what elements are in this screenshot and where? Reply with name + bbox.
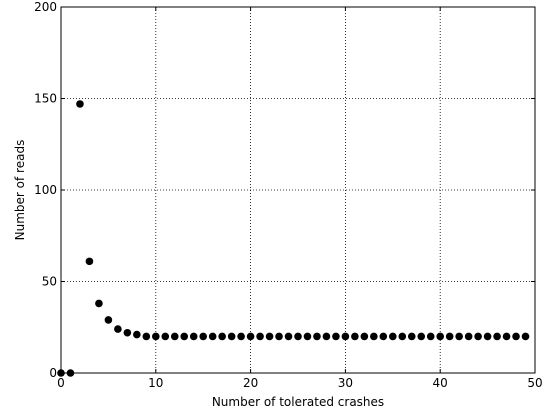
data-point xyxy=(389,332,397,341)
data-point xyxy=(275,332,283,341)
data-point xyxy=(114,325,122,333)
data-point xyxy=(407,332,416,341)
data-point xyxy=(483,332,492,341)
data-point xyxy=(152,332,160,341)
data-point xyxy=(502,332,511,341)
data-point xyxy=(303,332,312,341)
data-point xyxy=(180,332,189,341)
y-axis-label: Number of reads xyxy=(13,140,27,241)
data-point xyxy=(85,257,94,266)
data-point xyxy=(123,328,132,337)
data-point xyxy=(322,332,331,341)
data-point xyxy=(199,332,207,341)
y-tick-label: 150 xyxy=(34,92,57,106)
y-tick-label: 50 xyxy=(42,275,57,289)
data-point xyxy=(76,100,84,108)
data-point xyxy=(521,332,530,341)
data-point xyxy=(360,332,369,341)
data-point xyxy=(512,332,520,341)
data-point xyxy=(208,332,217,341)
data-point xyxy=(426,332,435,341)
data-point xyxy=(455,332,463,341)
data-point xyxy=(284,332,293,341)
data-point xyxy=(341,332,350,341)
data-point xyxy=(104,316,113,324)
y-tick-labels: 0 50 100 150 200 xyxy=(34,0,57,380)
data-point xyxy=(417,332,426,341)
y-tick-label: 0 xyxy=(49,366,57,380)
data-point xyxy=(218,332,226,341)
data-point xyxy=(265,332,274,341)
data-point xyxy=(246,332,255,341)
data-point xyxy=(493,332,501,341)
data-point xyxy=(313,332,321,341)
data-point xyxy=(332,332,340,341)
x-tick-labels: 0 10 20 30 40 50 xyxy=(57,376,542,390)
x-axis-label: Number of tolerated crashes xyxy=(212,395,384,409)
x-tick-label: 40 xyxy=(433,376,448,390)
x-tick-label: 50 xyxy=(527,376,542,390)
data-point xyxy=(161,332,170,341)
data-point xyxy=(142,332,151,341)
y-tick-label: 100 xyxy=(34,183,57,197)
data-point xyxy=(474,332,482,341)
x-tick-label: 30 xyxy=(338,376,353,390)
data-point xyxy=(370,332,378,341)
x-tick-label: 20 xyxy=(243,376,258,390)
data-point xyxy=(237,332,245,341)
data-point xyxy=(294,332,302,341)
data-point xyxy=(351,332,359,341)
data-point xyxy=(445,332,454,341)
data-point xyxy=(379,332,388,341)
data-points xyxy=(57,100,530,377)
data-point xyxy=(133,330,141,339)
tick-marks xyxy=(60,6,536,374)
data-point xyxy=(170,332,179,341)
grid-layer xyxy=(61,7,535,373)
data-point xyxy=(256,332,264,341)
data-point xyxy=(436,332,445,341)
y-tick-label: 200 xyxy=(34,0,57,14)
x-tick-label: 10 xyxy=(148,376,163,390)
x-tick-label: 0 xyxy=(57,376,65,390)
data-point xyxy=(227,332,236,341)
data-point xyxy=(189,332,198,341)
data-point xyxy=(464,332,473,341)
data-point xyxy=(95,299,103,308)
data-point xyxy=(398,332,407,341)
